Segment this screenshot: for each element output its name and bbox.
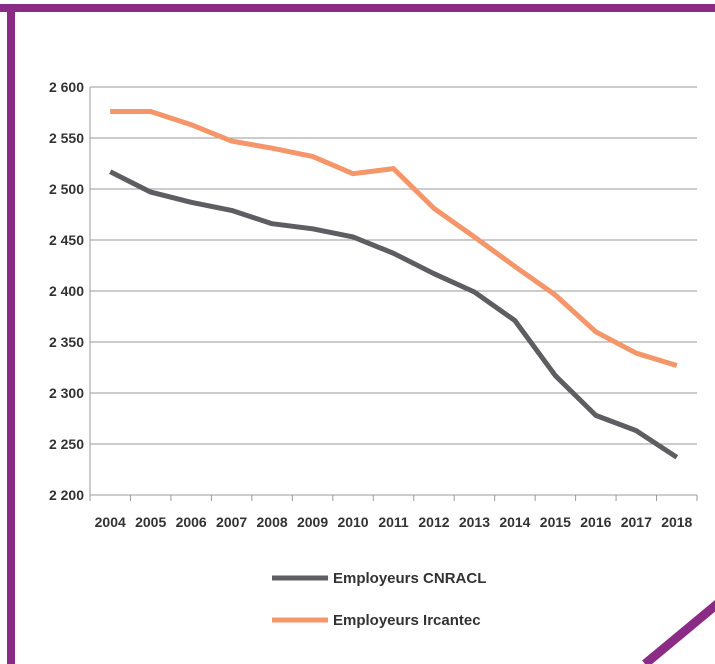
frame-corner-stroke bbox=[642, 599, 715, 664]
x-axis-labels: 2004 2005 2006 2007 2008 2009 2010 2011 2012 2013… bbox=[95, 514, 693, 530]
y-tick-label: 2 300 bbox=[49, 385, 84, 401]
y-tick-label: 2 600 bbox=[49, 79, 84, 95]
legend-label-ircantec: Employeurs Ircantec bbox=[333, 612, 481, 629]
x-axis-ticks bbox=[89, 495, 698, 501]
series-lines bbox=[109, 109, 679, 460]
series-line-ircantec bbox=[110, 109, 678, 368]
x-tick-label-2007: 2007 bbox=[216, 514, 247, 530]
legend: Employeurs CNRACL Employeurs Ircantec bbox=[272, 570, 486, 629]
x-tick-label-2004: 2004 bbox=[95, 514, 126, 530]
x-tick-label-2009: 2009 bbox=[297, 514, 328, 530]
y-tick-label: 2 200 bbox=[49, 487, 84, 503]
y-tick-label: 2 350 bbox=[49, 334, 84, 350]
y-tick-label: 2 450 bbox=[49, 232, 84, 248]
y-tick-label: 2 500 bbox=[49, 181, 84, 197]
y-axis-labels: 2 200 2 250 2 300 2 350 2 400 2 450 2 500 2 550… bbox=[49, 79, 84, 503]
x-tick-label-2018: 2018 bbox=[661, 514, 692, 530]
x-tick-label-2005: 2005 bbox=[135, 514, 166, 530]
x-tick-label-2006: 2006 bbox=[176, 514, 207, 530]
series-line-cnracl bbox=[109, 169, 679, 460]
x-tick-label-2010: 2010 bbox=[337, 514, 368, 530]
frame-border bbox=[0, 4, 715, 664]
x-tick-label-2013: 2013 bbox=[459, 514, 490, 530]
x-tick-label-2014: 2014 bbox=[499, 514, 530, 530]
x-tick-label-2017: 2017 bbox=[621, 514, 652, 530]
x-tick-label-2008: 2008 bbox=[257, 514, 288, 530]
x-tick-label-2011: 2011 bbox=[378, 514, 409, 530]
gridlines bbox=[89, 86, 697, 496]
y-tick-label: 2 250 bbox=[49, 436, 84, 452]
legend-item-cnracl: Employeurs CNRACL bbox=[272, 570, 486, 587]
legend-item-ircantec: Employeurs Ircantec bbox=[272, 612, 481, 629]
x-tick-label-2016: 2016 bbox=[580, 514, 611, 530]
y-tick-label: 2 550 bbox=[49, 130, 84, 146]
x-tick-label-2012: 2012 bbox=[418, 514, 449, 530]
x-tick-label-2015: 2015 bbox=[540, 514, 571, 530]
y-tick-label: 2 400 bbox=[49, 283, 84, 299]
legend-label-cnracl: Employeurs CNRACL bbox=[333, 570, 486, 587]
